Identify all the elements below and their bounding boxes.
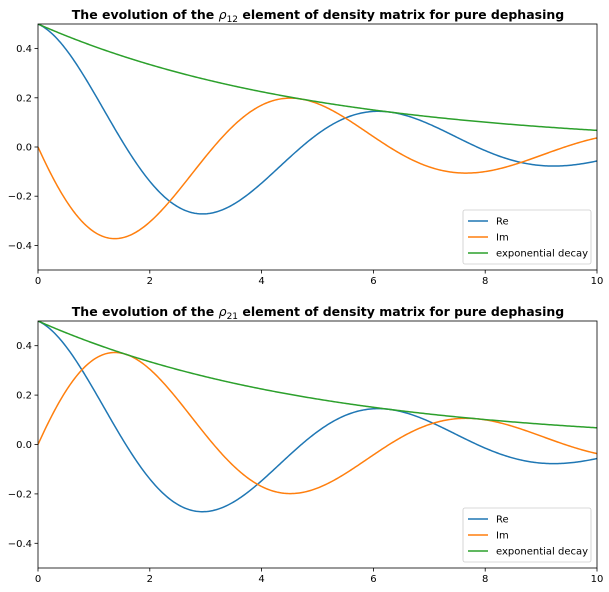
legend-label: Re: [496, 217, 509, 228]
series-line-exponential-decay: [38, 24, 597, 132]
y-tick-label: 0.0: [16, 143, 32, 154]
legend-label: exponential decay: [496, 547, 588, 558]
legend: Re Im exponential decay: [462, 507, 592, 563]
plot-area: 0 2 4 6 8 10 0.4 0.2 0.0 −0.2 −0.4 Re Im exponential …: [8, 320, 604, 585]
series-line-re: [38, 321, 597, 513]
series-line-exponential-decay: [38, 321, 597, 429]
x-tick-label: 0: [35, 276, 41, 287]
legend-label: Im: [496, 531, 509, 542]
y-tick-label: −0.2: [8, 489, 32, 500]
x-tick-label: 4: [258, 276, 264, 287]
x-tick-label: 6: [370, 574, 376, 585]
y-tick-label: −0.4: [8, 241, 32, 252]
series-line-im: [38, 351, 597, 495]
y-tick-label: −0.4: [8, 539, 32, 550]
y-tick-label: 0.4: [16, 44, 32, 55]
x-tick-label: 6: [370, 276, 376, 287]
series-line-im: [38, 97, 597, 240]
y-tick-label: 0.0: [16, 440, 32, 451]
x-tick-label: 10: [591, 574, 604, 585]
legend: Re Im exponential decay: [462, 209, 592, 265]
y-tick-label: 0.2: [16, 93, 32, 104]
x-tick-label: 8: [482, 574, 488, 585]
x-tick-label: 10: [591, 276, 604, 287]
x-tick-label: 8: [482, 276, 488, 287]
x-tick-label: 4: [258, 574, 264, 585]
legend-label: Re: [496, 515, 509, 526]
chart-rho21: The evolution of the ρ21 element of dens…: [8, 304, 604, 585]
chart-title: The evolution of the ρ21 element of dens…: [72, 304, 564, 322]
y-tick-label: −0.2: [8, 192, 32, 203]
chart-rho12: The evolution of the ρ12 element of dens…: [8, 7, 604, 287]
legend-box: [462, 209, 592, 265]
x-tick-label: 0: [35, 574, 41, 585]
plot-area: 0 2 4 6 8 10 0.4 0.2 0.0 −0.2 −0.4 Re Im exponential …: [8, 23, 604, 287]
y-tick-label: 0.2: [16, 391, 32, 402]
legend-label: exponential decay: [496, 249, 588, 260]
x-tick-label: 2: [147, 276, 153, 287]
chart-title: The evolution of the ρ12 element of dens…: [72, 7, 564, 25]
legend-label: Im: [496, 233, 509, 244]
legend-box: [462, 507, 592, 563]
x-tick-label: 2: [147, 574, 153, 585]
series-line-re: [38, 24, 597, 215]
y-tick-label: 0.4: [16, 341, 32, 352]
